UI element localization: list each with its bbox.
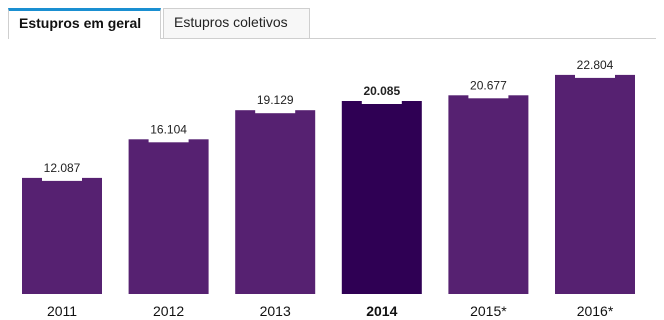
bar-2011[interactable]: [22, 177, 102, 294]
value-label: 12.087: [44, 161, 81, 175]
value-label-notch: [255, 107, 296, 114]
value-label: 16.104: [150, 122, 187, 136]
value-label-notch: [361, 98, 402, 104]
x-tick-label: 2014: [366, 303, 397, 319]
bar-2016[interactable]: [555, 74, 635, 295]
value-label: 20.677: [470, 78, 507, 92]
x-tick-label: 2015*: [470, 303, 507, 319]
value-label: 20.085: [363, 84, 400, 98]
value-label-notch: [42, 174, 82, 181]
value-label-notch: [148, 136, 189, 143]
value-label: 22.804: [577, 58, 614, 72]
bar-2015[interactable]: [448, 95, 529, 294]
tab-bar: Estupros em geral Estupros coletivos: [8, 8, 656, 39]
bar-2012[interactable]: [128, 139, 209, 294]
tab-estupros-coletivos[interactable]: Estupros coletivos: [163, 8, 310, 38]
x-tick-label: 2012: [153, 303, 184, 319]
value-label-notch: [468, 92, 509, 99]
x-tick-label: 2011: [47, 303, 77, 319]
bar-2013[interactable]: [235, 110, 316, 294]
tab-estupros-em-geral[interactable]: Estupros em geral: [8, 8, 161, 39]
bar-2014[interactable]: [341, 101, 422, 294]
x-tick-label: 2016*: [577, 303, 614, 319]
value-label-notch: [575, 71, 615, 78]
x-tick-label: 2013: [260, 303, 291, 319]
value-label: 19.129: [257, 93, 294, 107]
